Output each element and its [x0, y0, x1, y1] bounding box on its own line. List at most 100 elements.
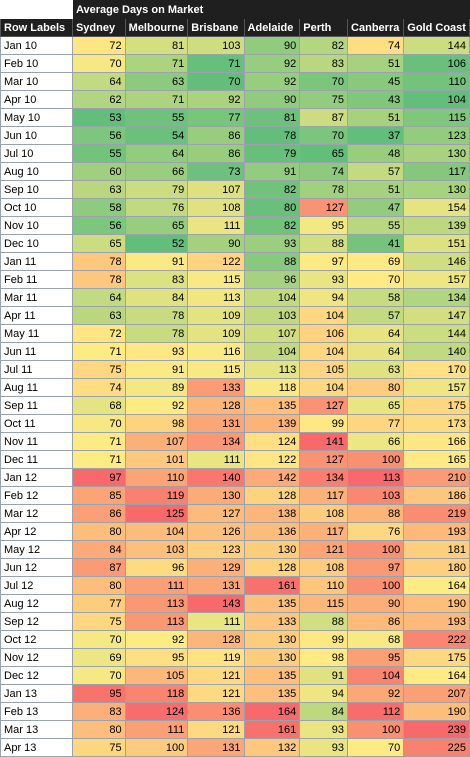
value-cell[interactable]: 117: [299, 522, 349, 541]
value-cell[interactable]: 57: [347, 162, 405, 181]
value-cell[interactable]: 95: [71, 684, 126, 703]
value-cell[interactable]: 76: [124, 198, 189, 217]
value-cell[interactable]: 75: [71, 612, 126, 631]
value-cell[interactable]: 57: [347, 306, 405, 325]
row-label-cell[interactable]: Jul 11: [0, 360, 73, 379]
value-cell[interactable]: 124: [243, 432, 301, 451]
value-cell[interactable]: 104: [347, 666, 405, 685]
value-cell[interactable]: 134: [403, 288, 470, 307]
row-label-cell[interactable]: Nov 11: [0, 432, 73, 451]
value-cell[interactable]: 54: [124, 126, 189, 145]
value-cell[interactable]: 104: [299, 342, 349, 361]
value-cell[interactable]: 91: [299, 666, 349, 685]
value-cell[interactable]: 117: [403, 162, 470, 181]
value-cell[interactable]: 125: [124, 504, 189, 523]
value-cell[interactable]: 88: [243, 252, 301, 271]
value-cell[interactable]: 58: [71, 198, 126, 217]
value-cell[interactable]: 55: [71, 144, 126, 163]
value-cell[interactable]: 94: [299, 288, 349, 307]
value-cell[interactable]: 89: [124, 378, 189, 397]
row-label-cell[interactable]: Feb 12: [0, 486, 73, 505]
value-cell[interactable]: 76: [347, 522, 405, 541]
value-cell[interactable]: 91: [243, 162, 301, 181]
row-label-cell[interactable]: Oct 10: [0, 198, 73, 217]
value-cell[interactable]: 135: [243, 666, 301, 685]
value-cell[interactable]: 193: [403, 522, 470, 541]
value-cell[interactable]: 135: [243, 396, 301, 415]
value-cell[interactable]: 103: [187, 36, 245, 55]
value-cell[interactable]: 219: [403, 504, 470, 523]
value-cell[interactable]: 130: [243, 630, 301, 649]
column-header-gold-coast[interactable]: Gold Coast: [403, 18, 470, 37]
value-cell[interactable]: 64: [347, 324, 405, 343]
value-cell[interactable]: 144: [403, 36, 470, 55]
value-cell[interactable]: 93: [124, 342, 189, 361]
value-cell[interactable]: 100: [347, 720, 405, 739]
row-label-cell[interactable]: Mar 13: [0, 720, 73, 739]
value-cell[interactable]: 74: [71, 378, 126, 397]
value-cell[interactable]: 108: [187, 198, 245, 217]
value-cell[interactable]: 161: [243, 720, 301, 739]
value-cell[interactable]: 68: [347, 630, 405, 649]
value-cell[interactable]: 75: [299, 90, 349, 109]
value-cell[interactable]: 93: [299, 720, 349, 739]
row-label-cell[interactable]: Nov 12: [0, 648, 73, 667]
value-cell[interactable]: 71: [187, 54, 245, 73]
value-cell[interactable]: 64: [71, 288, 126, 307]
value-cell[interactable]: 106: [403, 54, 470, 73]
row-label-cell[interactable]: Apr 11: [0, 306, 73, 325]
value-cell[interactable]: 65: [124, 216, 189, 235]
value-cell[interactable]: 115: [187, 270, 245, 289]
value-cell[interactable]: 170: [403, 360, 470, 379]
value-cell[interactable]: 88: [299, 234, 349, 253]
row-labels-header[interactable]: Row Labels: [0, 18, 73, 37]
value-cell[interactable]: 131: [187, 738, 245, 757]
value-cell[interactable]: 130: [187, 486, 245, 505]
value-cell[interactable]: 72: [71, 36, 126, 55]
value-cell[interactable]: 109: [187, 306, 245, 325]
value-cell[interactable]: 91: [124, 360, 189, 379]
value-cell[interactable]: 70: [71, 666, 126, 685]
value-cell[interactable]: 70: [299, 126, 349, 145]
value-cell[interactable]: 81: [243, 108, 301, 127]
value-cell[interactable]: 113: [243, 360, 301, 379]
value-cell[interactable]: 70: [299, 72, 349, 91]
value-cell[interactable]: 97: [347, 558, 405, 577]
value-cell[interactable]: 65: [299, 144, 349, 163]
value-cell[interactable]: 41: [347, 234, 405, 253]
value-cell[interactable]: 144: [403, 324, 470, 343]
value-cell[interactable]: 123: [403, 126, 470, 145]
value-cell[interactable]: 113: [347, 468, 405, 487]
row-label-cell[interactable]: Aug 10: [0, 162, 73, 181]
value-cell[interactable]: 164: [403, 576, 470, 595]
value-cell[interactable]: 222: [403, 630, 470, 649]
value-cell[interactable]: 55: [347, 216, 405, 235]
value-cell[interactable]: 143: [187, 594, 245, 613]
value-cell[interactable]: 56: [71, 126, 126, 145]
value-cell[interactable]: 127: [299, 450, 349, 469]
value-cell[interactable]: 71: [124, 90, 189, 109]
value-cell[interactable]: 193: [403, 612, 470, 631]
value-cell[interactable]: 130: [403, 144, 470, 163]
value-cell[interactable]: 107: [243, 324, 301, 343]
value-cell[interactable]: 121: [187, 666, 245, 685]
value-cell[interactable]: 139: [243, 414, 301, 433]
value-cell[interactable]: 181: [403, 540, 470, 559]
value-cell[interactable]: 126: [187, 522, 245, 541]
value-cell[interactable]: 78: [299, 180, 349, 199]
value-cell[interactable]: 118: [124, 684, 189, 703]
value-cell[interactable]: 90: [243, 36, 301, 55]
value-cell[interactable]: 72: [71, 324, 126, 343]
value-cell[interactable]: 62: [71, 90, 126, 109]
value-cell[interactable]: 84: [71, 540, 126, 559]
value-cell[interactable]: 86: [187, 144, 245, 163]
value-cell[interactable]: 92: [347, 684, 405, 703]
value-cell[interactable]: 52: [124, 234, 189, 253]
value-cell[interactable]: 141: [299, 432, 349, 451]
value-cell[interactable]: 83: [299, 54, 349, 73]
value-cell[interactable]: 110: [299, 576, 349, 595]
value-cell[interactable]: 86: [71, 504, 126, 523]
value-cell[interactable]: 87: [71, 558, 126, 577]
value-cell[interactable]: 81: [124, 36, 189, 55]
value-cell[interactable]: 53: [71, 108, 126, 127]
